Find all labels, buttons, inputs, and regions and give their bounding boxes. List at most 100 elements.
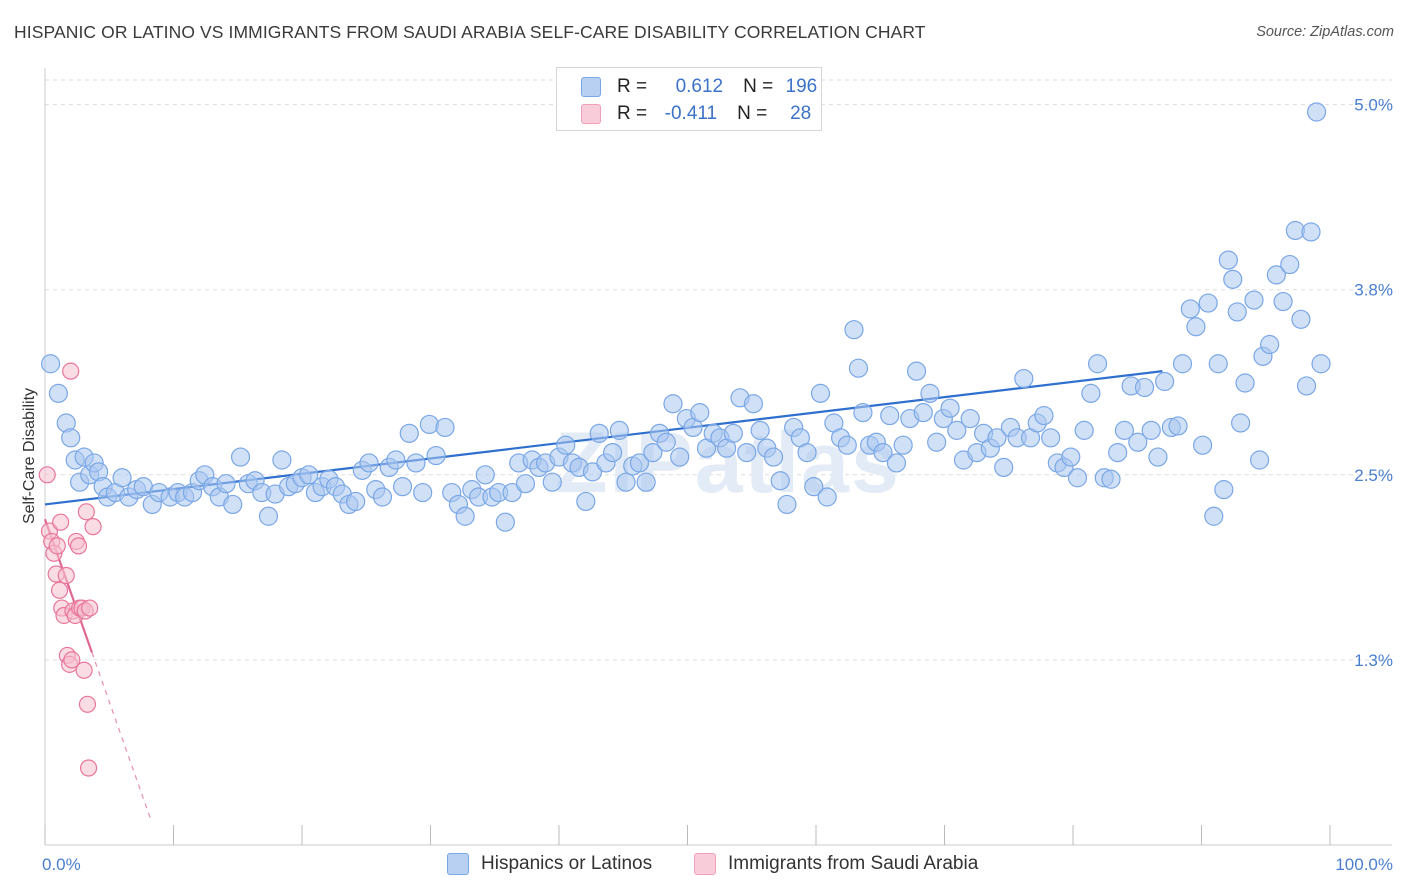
series-label-saudi: Immigrants from Saudi Arabia xyxy=(728,853,979,874)
point-hispanic xyxy=(386,450,406,470)
point-hispanic xyxy=(603,442,623,463)
point-hispanic xyxy=(1014,368,1034,389)
point-hispanic xyxy=(61,428,81,448)
point-hispanic xyxy=(844,320,864,340)
point-hispanic xyxy=(1148,447,1168,467)
legend-n-value: 196 xyxy=(785,76,818,97)
point-hispanic xyxy=(1067,468,1088,488)
point-hispanic xyxy=(346,491,366,512)
point-hispanic xyxy=(770,471,790,491)
legend-r-label: R = xyxy=(617,76,648,97)
point-hispanic xyxy=(987,428,1007,448)
point-hispanic xyxy=(1204,506,1224,526)
point-hispanic xyxy=(1155,371,1175,392)
point-hispanic xyxy=(1141,420,1161,440)
point-hispanic xyxy=(1208,354,1228,374)
point-hispanic xyxy=(880,405,900,426)
gridlines xyxy=(45,79,1392,661)
point-saudi xyxy=(38,466,56,484)
point-hispanic xyxy=(272,450,292,470)
point-hispanic xyxy=(582,462,603,482)
point-hispanic xyxy=(893,435,913,455)
point-saudi xyxy=(78,695,97,713)
legend-row-saudi: R = -0.411 N = 28 xyxy=(557,100,811,128)
point-hispanic xyxy=(1214,480,1234,500)
point-saudi xyxy=(52,513,70,531)
x-tick-label-min: 0.0% xyxy=(42,855,81,874)
point-hispanic xyxy=(616,472,636,492)
point-hispanic xyxy=(927,432,947,452)
data-points xyxy=(38,102,1331,777)
point-hispanic xyxy=(299,465,319,485)
point-saudi xyxy=(75,661,93,679)
point-hispanic xyxy=(609,420,629,440)
point-hispanic xyxy=(763,447,784,467)
y-axis-label: Self-Care Disability xyxy=(21,388,38,524)
point-hispanic xyxy=(495,512,515,532)
point-hispanic xyxy=(392,477,413,497)
point-hispanic xyxy=(643,442,663,463)
chart-title: HISPANIC OR LATINO VS IMMIGRANTS FROM SA… xyxy=(14,22,926,42)
series-swatch-pink xyxy=(694,853,716,875)
point-hispanic xyxy=(837,435,857,455)
point-hispanic xyxy=(1227,302,1247,322)
point-hispanic xyxy=(750,420,770,440)
point-hispanic xyxy=(1260,334,1280,355)
point-hispanic xyxy=(1114,420,1135,440)
point-hispanic xyxy=(258,506,279,526)
axes xyxy=(44,68,1392,846)
point-hispanic xyxy=(399,423,419,443)
point-hispanic xyxy=(419,414,439,435)
point-saudi xyxy=(57,566,75,585)
point-hispanic xyxy=(656,432,676,452)
point-hispanic xyxy=(542,472,562,492)
point-hispanic xyxy=(1186,317,1206,337)
legend-n-label: N = xyxy=(743,76,774,97)
point-hispanic xyxy=(1301,222,1321,242)
point-hispanic xyxy=(737,442,757,463)
point-saudi xyxy=(84,518,102,536)
point-hispanic xyxy=(886,453,907,473)
point-hispanic xyxy=(940,398,960,418)
point-hispanic xyxy=(112,468,132,488)
point-hispanic xyxy=(663,394,683,414)
legend-row-hispanic: R = 0.612 N = 196 xyxy=(557,73,817,101)
point-hispanic xyxy=(1306,102,1327,122)
series-legend-saudi: Immigrants from Saudi Arabia xyxy=(694,851,978,877)
point-hispanic xyxy=(1193,435,1213,455)
point-hispanic xyxy=(230,447,251,467)
point-hispanic xyxy=(873,442,893,463)
point-hispanic xyxy=(426,445,446,466)
point-hispanic xyxy=(1273,291,1293,312)
legend-r-value: -0.411 xyxy=(664,103,718,124)
point-hispanic xyxy=(1074,420,1094,440)
point-saudi xyxy=(50,581,69,599)
point-hispanic xyxy=(515,474,536,494)
point-hispanic xyxy=(920,383,940,403)
point-hispanic xyxy=(1081,383,1101,403)
point-hispanic xyxy=(1180,299,1200,319)
point-hispanic xyxy=(40,354,61,374)
point-saudi xyxy=(81,599,99,617)
point-hispanic xyxy=(810,383,831,403)
point-hispanic xyxy=(960,408,980,429)
y-tick-label: 5.0% xyxy=(1354,96,1393,115)
legend-swatch-pink xyxy=(581,104,601,124)
point-hispanic xyxy=(1061,447,1081,467)
point-hispanic xyxy=(804,477,824,497)
point-hispanic xyxy=(1218,250,1238,270)
point-hispanic xyxy=(359,453,379,473)
point-hispanic xyxy=(1101,469,1121,489)
point-hispanic xyxy=(1128,432,1148,452)
point-hispanic xyxy=(556,435,576,455)
point-hispanic xyxy=(435,417,455,438)
y-tick-label: 1.3% xyxy=(1354,651,1393,670)
source-label: Source: ZipAtlas.com xyxy=(1256,24,1394,40)
legend-r-value: 0.612 xyxy=(675,76,724,97)
point-hispanic xyxy=(1291,309,1311,329)
point-hispanic xyxy=(1198,293,1218,313)
legend-r-label: R = xyxy=(617,103,648,124)
point-hispanic xyxy=(797,442,817,463)
point-hispanic xyxy=(670,447,690,467)
point-hispanic xyxy=(853,403,873,423)
